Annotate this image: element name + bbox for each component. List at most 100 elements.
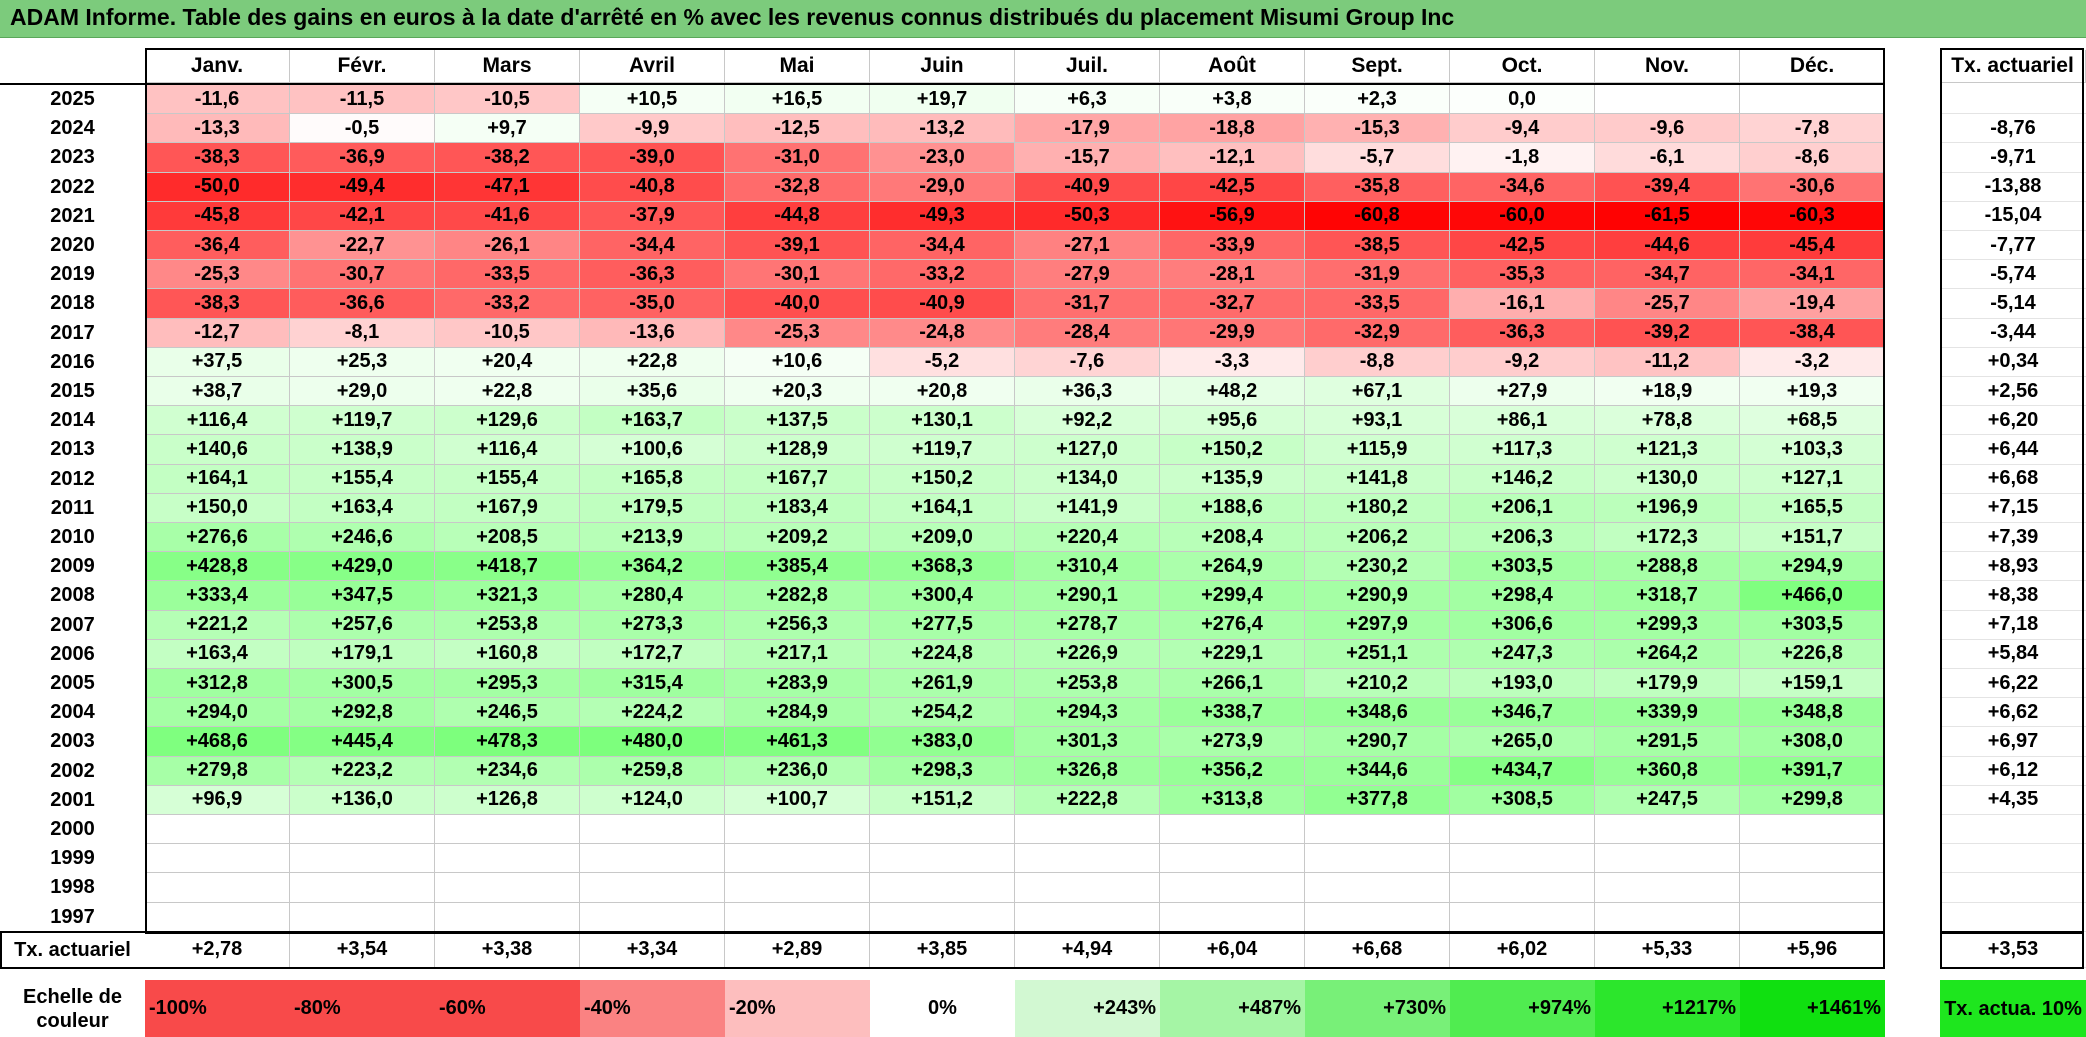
gain-cell: +159,1	[1740, 669, 1885, 699]
gain-cell: -42,1	[290, 201, 435, 231]
month-header: Juil.	[1015, 50, 1160, 83]
gain-cell: +35,6	[580, 377, 725, 407]
gain-cell	[1740, 902, 1885, 932]
year-label: 2020	[50, 234, 95, 257]
gain-cell	[725, 902, 870, 932]
gain-cell: +29,0	[290, 377, 435, 407]
gain-cell: +429,0	[290, 552, 435, 582]
gain-cell: +179,1	[290, 639, 435, 669]
gain-cell: +221,2	[145, 610, 290, 640]
month-header: Nov.	[1595, 50, 1740, 83]
gain-cell: +385,4	[725, 552, 870, 582]
gain-cell: +253,8	[1015, 669, 1160, 699]
gain-cell	[435, 844, 580, 874]
gain-cell: +136,0	[290, 785, 435, 815]
year-label: 1997	[50, 905, 95, 928]
gain-cell: -9,2	[1450, 347, 1595, 377]
gain-cell: -13,6	[580, 318, 725, 348]
year-label: 2017	[50, 321, 95, 344]
year-label: 1998	[50, 876, 95, 899]
gain-cell: +360,8	[1595, 756, 1740, 786]
annual-rate-cell: +6,62	[1940, 698, 2086, 728]
gain-cell: +121,3	[1595, 435, 1740, 465]
gain-cell: +119,7	[290, 406, 435, 436]
gain-cell	[580, 902, 725, 932]
gain-cell	[870, 873, 1015, 903]
month-header: Août	[1160, 50, 1305, 83]
gain-cell: -11,2	[1595, 347, 1740, 377]
gain-cell: -1,8	[1450, 143, 1595, 173]
gain-cell	[1015, 873, 1160, 903]
gain-cell: +165,5	[1740, 493, 1885, 523]
annual-rate-cell: +7,39	[1940, 523, 2086, 553]
report-title: ADAM Informe. Table des gains en euros à…	[10, 4, 1455, 30]
annual-rate-cell: -5,14	[1940, 289, 2086, 319]
gain-cell: -33,5	[435, 260, 580, 290]
annual-rate-cell: -13,88	[1940, 172, 2086, 202]
gain-cell: -34,6	[1450, 172, 1595, 202]
gain-cell	[1015, 902, 1160, 932]
gain-cell	[725, 844, 870, 874]
gain-cell: -15,3	[1305, 114, 1450, 144]
gain-cell: +93,1	[1305, 406, 1450, 436]
year-label: 2021	[50, 204, 95, 227]
color-scale-swatch: +487%	[1160, 980, 1305, 1037]
gain-cell: +312,8	[145, 669, 290, 699]
gain-cell: +308,0	[1740, 727, 1885, 757]
gain-cell: +236,0	[725, 756, 870, 786]
gain-cell: +151,2	[870, 785, 1015, 815]
gain-cell: -25,3	[725, 318, 870, 348]
annual-rate-cell	[1940, 844, 2086, 874]
gain-cell: -38,3	[145, 143, 290, 173]
gain-cell: -45,8	[145, 201, 290, 231]
gain-cell: +86,1	[1450, 406, 1595, 436]
annual-rate-cell: +2,56	[1940, 377, 2086, 407]
gain-cell: +299,4	[1160, 581, 1305, 611]
gain-cell: +134,0	[1015, 464, 1160, 494]
footer-rate-cell: +5,33	[1595, 932, 1740, 968]
gain-cell: -10,5	[435, 85, 580, 115]
gain-cell: -18,8	[1160, 114, 1305, 144]
gain-cell: +282,8	[725, 581, 870, 611]
gain-cell: +3,8	[1160, 85, 1305, 115]
gain-cell: +20,4	[435, 347, 580, 377]
gain-cell: -35,0	[580, 289, 725, 319]
gain-cell	[1160, 873, 1305, 903]
footer-rate-cell: +6,04	[1160, 932, 1305, 968]
color-scale-swatch: +1461%	[1740, 980, 1885, 1037]
gain-cell: +164,1	[145, 464, 290, 494]
gain-cell: +163,4	[290, 493, 435, 523]
gain-cell: -31,9	[1305, 260, 1450, 290]
gain-cell: +130,0	[1595, 464, 1740, 494]
gain-cell: +290,9	[1305, 581, 1450, 611]
year-label: 2013	[50, 438, 95, 461]
footer-rate-cell: +6,02	[1450, 932, 1595, 968]
gain-cell	[870, 815, 1015, 845]
gain-cell: +165,8	[580, 464, 725, 494]
footer-rate-cell: +2,89	[725, 932, 870, 968]
gain-cell: +303,5	[1450, 552, 1595, 582]
year-label: 2025	[50, 88, 95, 111]
month-header: Oct.	[1450, 50, 1595, 83]
gain-cell: -36,9	[290, 143, 435, 173]
gain-cell: +141,9	[1015, 493, 1160, 523]
gain-cell: +135,9	[1160, 464, 1305, 494]
gain-cell: -13,2	[870, 114, 1015, 144]
month-header: Mai	[725, 50, 870, 83]
gain-cell: +140,6	[145, 435, 290, 465]
annual-rate-cell	[1940, 85, 2086, 115]
gain-cell: -39,1	[725, 231, 870, 261]
gain-cell: +116,4	[145, 406, 290, 436]
gain-cell: +308,5	[1450, 785, 1595, 815]
gain-cell: +280,4	[580, 581, 725, 611]
year-label: 2014	[50, 409, 95, 432]
gain-cell: +68,5	[1740, 406, 1885, 436]
gain-cell: -34,1	[1740, 260, 1885, 290]
gain-cell: +276,6	[145, 523, 290, 553]
gain-cell: +208,4	[1160, 523, 1305, 553]
gain-cell: +303,5	[1740, 610, 1885, 640]
gain-cell: -38,2	[435, 143, 580, 173]
gain-cell: -42,5	[1160, 172, 1305, 202]
gain-cell: +180,2	[1305, 493, 1450, 523]
gain-cell: -34,7	[1595, 260, 1740, 290]
